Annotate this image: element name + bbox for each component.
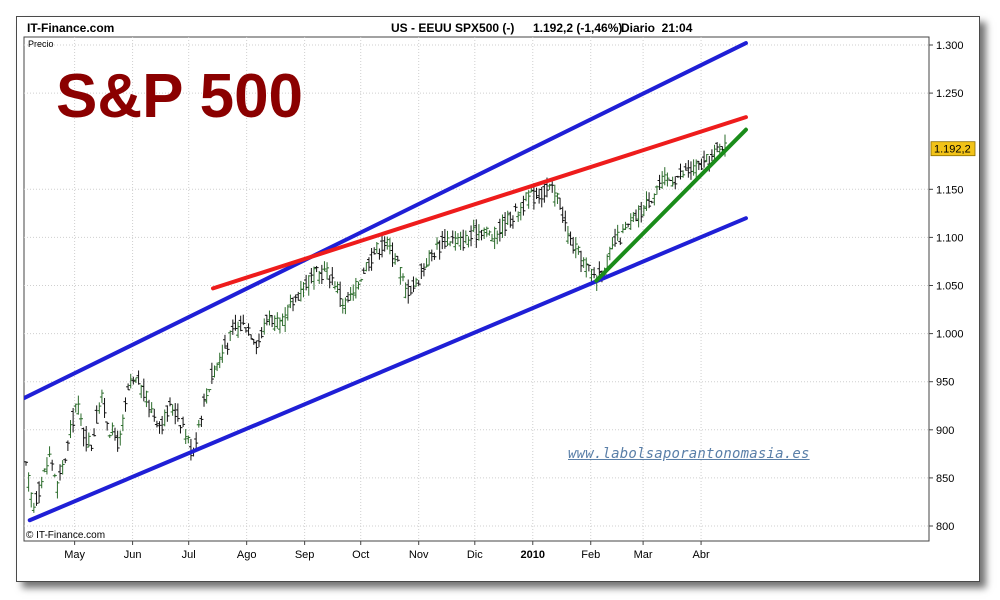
chart-header: IT-Finance.com US - EEUU SPX500 (-) 1.19… xyxy=(17,17,979,39)
x-month-label: May xyxy=(64,549,85,561)
x-month-label: 2010 xyxy=(521,549,545,561)
y-tick-label: 1.250 xyxy=(936,88,964,100)
x-month-label: Dic xyxy=(467,549,483,561)
chart-title: S&P 500 xyxy=(56,62,303,131)
x-month-label: Ago xyxy=(237,549,257,561)
x-month-label: Sep xyxy=(295,549,315,561)
x-month-label: Jul xyxy=(182,549,196,561)
x-month-label: Jun xyxy=(124,549,142,561)
y-tick-label: 1.050 xyxy=(936,281,964,293)
brand-label[interactable]: IT-Finance.com xyxy=(27,21,115,35)
price-change-label: 1.192,2 (-1,46%) xyxy=(533,21,623,35)
y-tick-label: 850 xyxy=(936,473,954,485)
y-tick-label: 1.150 xyxy=(936,184,964,196)
x-month-label: Feb xyxy=(581,549,600,561)
last-price-label: 1.192,2 xyxy=(934,144,971,156)
x-month-label: Mar xyxy=(634,549,653,561)
x-month-label: Oct xyxy=(352,549,369,561)
y-tick-label: 1.100 xyxy=(936,232,964,244)
trendline-support xyxy=(594,127,748,283)
y-tick-label: 1.300 xyxy=(936,40,964,52)
instrument-label: US - EEUU SPX500 (-) xyxy=(391,21,515,35)
trendline-resistance xyxy=(211,115,748,291)
period-time-label: Diario 21:04 xyxy=(621,21,693,35)
trendline-upper-channel xyxy=(24,41,748,401)
trendline-lower-channel xyxy=(27,216,748,523)
x-month-label: Nov xyxy=(409,549,429,561)
y-tick-label: 800 xyxy=(936,521,954,533)
x-month-label: Abr xyxy=(693,549,710,561)
y-axis-title: Precio xyxy=(28,39,54,49)
trendlines xyxy=(24,41,748,523)
y-tick-label: 950 xyxy=(936,377,954,389)
y-tick-label: 900 xyxy=(936,425,954,437)
watermark-link[interactable]: www.labolsaporantonomasia.es xyxy=(568,446,810,462)
copyright-label: © IT-Finance.com xyxy=(26,530,105,541)
last-price-box xyxy=(930,141,976,157)
y-tick-label: 1.000 xyxy=(936,329,964,341)
